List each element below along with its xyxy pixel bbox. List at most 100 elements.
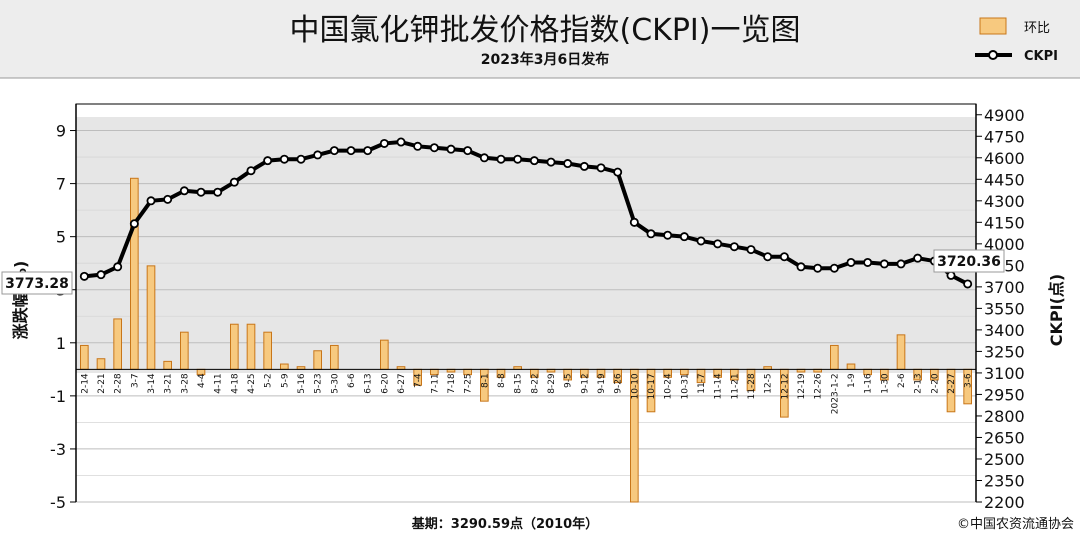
ckpi-point-12-5 — [763, 252, 773, 262]
right-tick-3250: 3250 — [984, 342, 1025, 361]
ckpi-point-6-27 — [396, 137, 406, 147]
x-tick-5-2: 5-2 — [264, 373, 274, 388]
ckpi-point-6-13 — [363, 146, 373, 156]
ckpi-point-6-6 — [346, 146, 356, 156]
ckpi-point-11-28 — [746, 245, 756, 255]
x-tick-9-5: 9-5 — [564, 373, 574, 388]
ckpi-point-3-14 — [146, 196, 156, 206]
x-tick-4-25: 4-25 — [247, 373, 257, 393]
chart-title: 中国氯化钾批发价格指数(CKPI)一览图 — [290, 13, 801, 48]
x-tick-9-19: 9-19 — [597, 373, 607, 394]
ckpi-point-1-30 — [879, 259, 889, 269]
left-tick-5: 5 — [56, 228, 66, 247]
ckpi-point-6-20 — [379, 138, 389, 148]
x-tick-2-6: 2-6 — [897, 373, 907, 388]
x-tick-3-28: 3-28 — [180, 373, 190, 394]
ckpi-point-4-4 — [196, 187, 206, 197]
x-tick-5-16: 5-16 — [297, 373, 307, 394]
right-tick-2650: 2650 — [984, 428, 1025, 447]
legend-bar-label: 环比 — [1024, 21, 1050, 36]
left-tick--3: -3 — [50, 440, 66, 459]
ckpi-point-11-21 — [729, 242, 739, 252]
right-tick-4150: 4150 — [984, 213, 1025, 232]
x-tick-4-18: 4-18 — [230, 373, 240, 394]
ckpi-point-5-16 — [296, 154, 306, 164]
ckpi-point-11-7 — [696, 236, 706, 246]
x-tick-2023-1-2: 2023-1-2 — [830, 373, 840, 414]
ckpi-point-5-2 — [263, 156, 273, 166]
bar-3-7 — [130, 177, 139, 370]
bar-5-2 — [263, 331, 273, 370]
ckpi-point-8-1 — [479, 153, 489, 163]
bar-2-28 — [113, 318, 123, 370]
x-tick-10-24: 10-24 — [664, 373, 674, 399]
x-tick-6-13: 6-13 — [364, 373, 374, 393]
ckpi-point-2-27 — [946, 270, 956, 280]
x-tick-2-20: 2-20 — [930, 373, 940, 394]
x-tick-11-28: 11-28 — [747, 373, 757, 399]
x-tick-5-23: 5-23 — [314, 373, 324, 393]
x-tick-9-26: 9-26 — [614, 373, 624, 394]
x-tick-2-14: 2-14 — [80, 373, 90, 394]
x-tick-10-31: 10-31 — [680, 373, 690, 399]
x-tick-8-15: 8-15 — [514, 373, 524, 393]
base-period-note: 基期：3290.59点（2010年） — [411, 516, 598, 532]
x-tick-7-18: 7-18 — [447, 373, 457, 394]
x-tick-3-14: 3-14 — [147, 373, 157, 394]
header-background — [0, 0, 1080, 78]
x-tick-2-21: 2-21 — [97, 373, 107, 393]
right-tick-4450: 4450 — [984, 170, 1025, 189]
x-tick-12-26: 12-26 — [814, 373, 824, 399]
ckpi-point-8-29 — [546, 157, 556, 167]
ckpi-point-10-31 — [679, 232, 689, 242]
ckpi-point-5-30 — [329, 146, 339, 156]
last-value-box — [933, 249, 1005, 273]
x-tick-3-7: 3-7 — [130, 373, 140, 388]
x-tick-1-30: 1-30 — [880, 373, 890, 394]
first-value-annotation: 3773.28 — [1, 271, 73, 295]
left-y-ticks: 97531-1-3-5 — [50, 122, 76, 512]
bar-2023-1-2 — [830, 344, 839, 370]
ckpi-point-12-12 — [779, 252, 789, 262]
right-tick-4300: 4300 — [984, 192, 1025, 211]
right-tick-3550: 3550 — [984, 299, 1025, 318]
x-tick-7-25: 7-25 — [464, 373, 474, 393]
ckpi-point-8-15 — [513, 154, 523, 164]
ckpi-point-7-11 — [429, 143, 439, 153]
bar-5-30 — [330, 344, 339, 370]
right-tick-4000: 4000 — [984, 235, 1025, 254]
ckpi-point-3-21 — [163, 194, 173, 204]
bar-4-25 — [246, 323, 256, 370]
right-tick-2800: 2800 — [984, 407, 1025, 426]
ckpi-point-7-4 — [413, 141, 423, 151]
ckpi-point-3-7 — [129, 219, 139, 229]
first-value-label: 3773.28 — [5, 276, 69, 292]
ckpi-point-4-11 — [213, 187, 223, 197]
x-tick-10-17: 10-17 — [647, 373, 657, 399]
gridlines — [76, 130, 976, 503]
right-tick-2950: 2950 — [984, 385, 1025, 404]
ckpi-point-10-10 — [629, 217, 639, 227]
ckpi-point-8-8 — [496, 154, 506, 164]
copyright-note: ©中国农资流通协会 — [957, 517, 1074, 532]
legend-line-marker — [988, 50, 998, 60]
x-tick-4-4: 4-4 — [197, 373, 207, 388]
x-tick-5-9: 5-9 — [280, 373, 290, 388]
x-tick-6-6: 6-6 — [347, 373, 357, 388]
right-tick-2500: 2500 — [984, 450, 1025, 469]
ckpi-point-10-24 — [663, 230, 673, 240]
ckpi-point-3-28 — [179, 186, 189, 196]
ckpi-point-2023-1-2 — [829, 263, 839, 273]
bar-6-20 — [380, 339, 389, 370]
bar-2-21 — [96, 358, 106, 370]
x-tick-8-29: 8-29 — [547, 373, 557, 394]
left-tick--5: -5 — [50, 493, 66, 512]
ckpi-point-9-5 — [563, 159, 573, 169]
ckpi-point-12-26 — [813, 263, 823, 273]
ckpi-point-5-23 — [313, 150, 323, 160]
bar-3-28 — [180, 331, 189, 370]
ckpi-point-2-14 — [79, 271, 89, 281]
bar-1-9 — [846, 363, 856, 370]
chart-subtitle: 2023年3月6日发布 — [481, 51, 609, 68]
left-tick-1: 1 — [56, 334, 66, 353]
